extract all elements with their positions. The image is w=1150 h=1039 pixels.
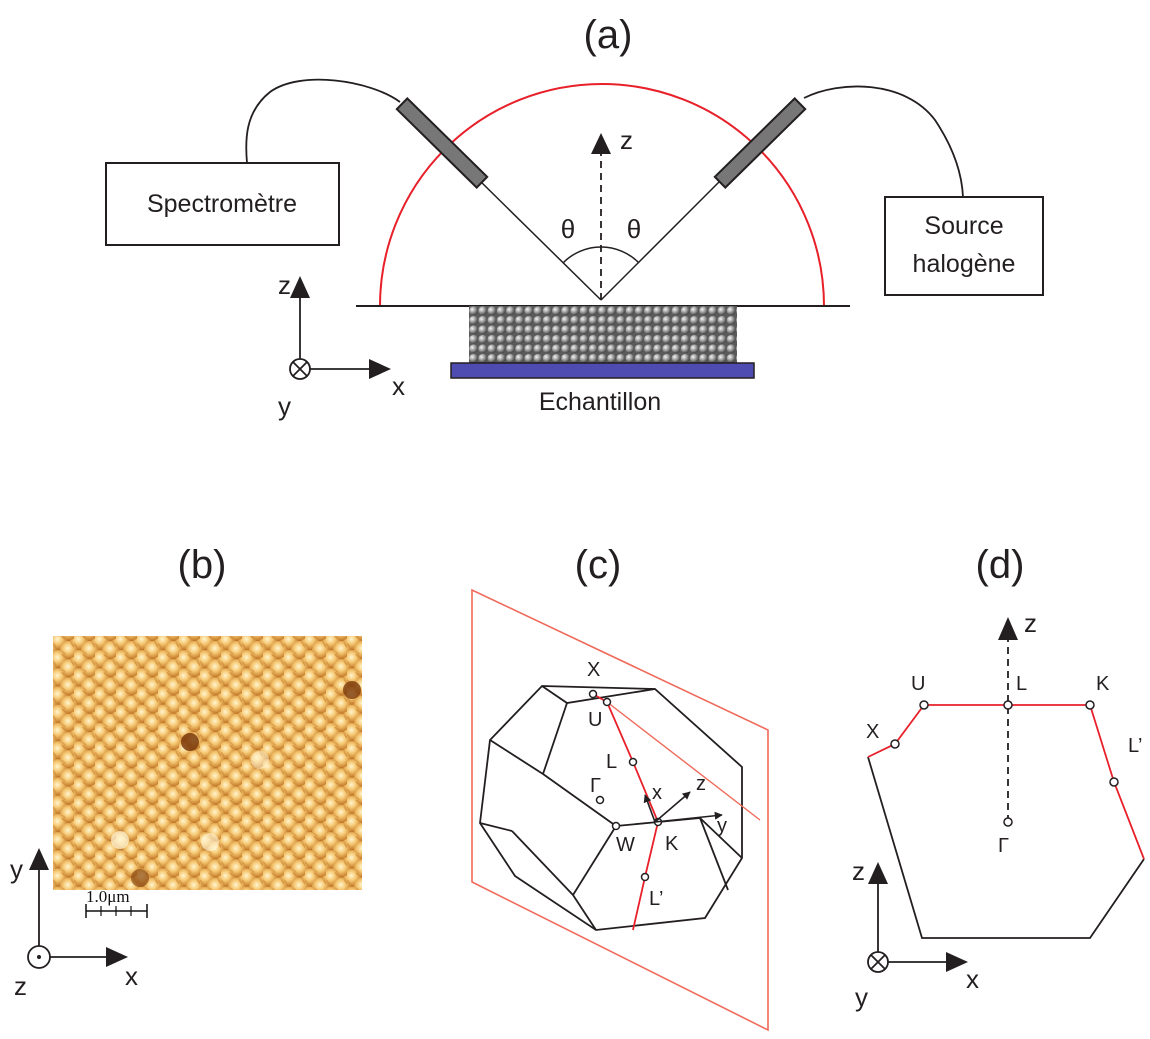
- d-points: [890, 700, 1119, 827]
- frame-d: z x y: [852, 856, 979, 1012]
- frame-a: z x y: [278, 270, 405, 421]
- panel-c-label: (c): [575, 543, 622, 587]
- frame-a-x: x: [392, 371, 405, 401]
- detection-fiber: [395, 96, 489, 190]
- c-label-Gamma: Γ: [590, 775, 601, 797]
- c-axis-x: x: [652, 782, 662, 804]
- c-label-U: U: [588, 709, 602, 731]
- frame-b: y x z: [10, 848, 138, 1001]
- theta-right: θ: [627, 214, 641, 244]
- d-label-L: L: [1016, 673, 1027, 695]
- detection-beam: [477, 178, 602, 301]
- panel-d: (d) z U L K X L’ Γ z: [852, 543, 1145, 1012]
- detection-cable: [245, 78, 401, 164]
- d-z-label: z: [1024, 608, 1037, 638]
- incident-beam: [600, 178, 723, 301]
- panel-d-label: (d): [976, 543, 1025, 587]
- theta-left: θ: [561, 214, 575, 244]
- source-label-line1: Source: [924, 212, 1003, 240]
- source-fiber: [713, 96, 807, 190]
- frame-b-x: x: [125, 961, 138, 991]
- angle-arc-left: [562, 246, 602, 264]
- colloidal-crystal: [469, 306, 737, 363]
- normal-axis-arrowhead: [591, 133, 611, 154]
- frame-b-y: y: [10, 854, 23, 884]
- d-z-arrowhead: [998, 617, 1018, 640]
- panel-c: (c): [471, 543, 769, 1032]
- frame-a-z: z: [278, 270, 291, 300]
- d-label-U: U: [911, 673, 925, 695]
- cutting-plane: [471, 588, 769, 1032]
- normal-axis-label: z: [620, 125, 633, 155]
- spectrometer-box: [105, 162, 340, 246]
- scale-bar-label: 1.0μm: [86, 887, 130, 906]
- afm-image: [53, 636, 362, 890]
- spectrometer-label: Spectromètre: [147, 190, 297, 218]
- d-label-X: X: [866, 721, 879, 743]
- source-label-line2: halogène: [913, 250, 1016, 278]
- frame-a-y: y: [278, 391, 291, 421]
- c-axis-y: y: [717, 815, 727, 837]
- section-outline: [867, 756, 1145, 939]
- c-axis-z: z: [696, 773, 706, 795]
- d-label-Gamma: Γ: [998, 835, 1009, 857]
- sample-substrate: [450, 362, 755, 379]
- source-box: [884, 196, 1044, 296]
- source-cable: [803, 85, 964, 198]
- sample-label: Echantillon: [539, 388, 661, 416]
- d-label-Lp: L’: [1128, 735, 1142, 757]
- frame-d-y: y: [855, 982, 868, 1012]
- frame-d-z: z: [852, 856, 865, 886]
- panel-b-label: (b): [178, 543, 227, 587]
- scale-bar: 1.0μm: [85, 887, 148, 918]
- plane-intersection: [606, 701, 761, 821]
- panel-b: (b) 1.0μm y x: [10, 543, 362, 1001]
- c-label-Lp: L’: [649, 888, 663, 910]
- frame-b-z: z: [14, 971, 27, 1001]
- hemisphere-arc: [379, 83, 825, 307]
- d-label-K: K: [1096, 673, 1110, 695]
- c-label-W: W: [616, 834, 635, 856]
- c-local-axes: [643, 791, 723, 823]
- c-label-K: K: [665, 833, 679, 855]
- c-label-L: L: [606, 751, 617, 773]
- panel-a-label: (a): [584, 13, 633, 57]
- frame-d-x: x: [966, 964, 979, 994]
- brillouin-zone: [479, 685, 743, 931]
- c-label-X: X: [587, 659, 600, 681]
- angle-arc-right: [600, 246, 640, 264]
- panel-a: (a) Echantillon Spectromètre Source halo…: [105, 13, 1044, 421]
